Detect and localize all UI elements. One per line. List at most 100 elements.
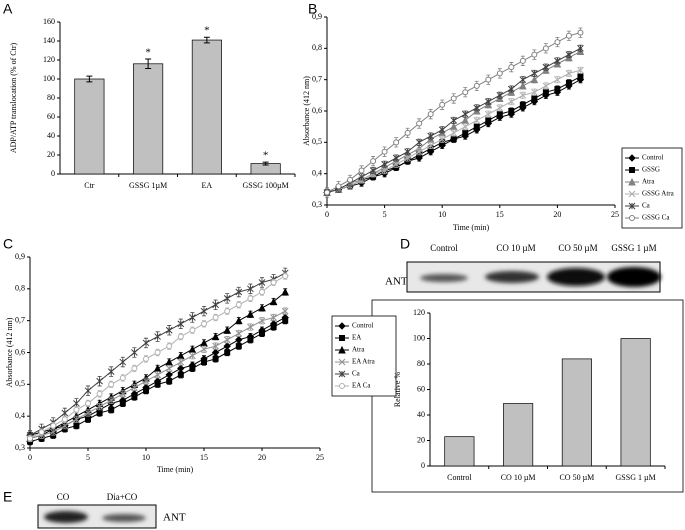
- marker: [27, 435, 33, 442]
- panel-letter: B: [308, 1, 317, 17]
- marker: [484, 110, 492, 118]
- marker: [628, 154, 636, 162]
- marker: [473, 117, 481, 124]
- marker: [427, 111, 434, 118]
- marker: [154, 349, 161, 356]
- x-tick-label: CO 10 µM: [501, 473, 536, 482]
- marker: [258, 317, 266, 325]
- panel-letter: A: [3, 1, 13, 17]
- marker: [131, 365, 138, 372]
- marker: [201, 320, 207, 327]
- marker: [212, 342, 219, 350]
- marker: [154, 381, 161, 388]
- marker: [131, 349, 138, 356]
- marker: [542, 82, 550, 90]
- marker: [49, 428, 57, 436]
- marker: [438, 135, 446, 143]
- marker: [234, 316, 243, 325]
- marker: [381, 148, 388, 155]
- y-tick-label: 40: [47, 131, 55, 140]
- y-tick-label: 0,5: [15, 379, 25, 388]
- marker: [439, 101, 446, 108]
- panel-letter: C: [3, 236, 13, 252]
- y-tick-label: 160: [43, 17, 55, 26]
- marker: [404, 154, 411, 162]
- marker: [461, 123, 469, 131]
- error-bar: [145, 58, 152, 70]
- marker: [519, 81, 527, 90]
- marker: [177, 371, 184, 378]
- marker: [107, 396, 115, 404]
- marker: [508, 64, 515, 71]
- marker: [462, 89, 469, 96]
- y-axis-label: Relative %: [393, 372, 402, 408]
- y-tick-label: 20: [47, 150, 55, 159]
- marker: [577, 29, 584, 36]
- marker: [235, 336, 243, 344]
- marker: [96, 409, 103, 416]
- legend-label: GSSG Atra: [642, 190, 675, 198]
- marker: [270, 324, 277, 331]
- bar: [133, 63, 164, 175]
- marker: [107, 368, 115, 375]
- marker: [177, 333, 184, 340]
- marker: [542, 63, 550, 71]
- marker: [370, 158, 377, 165]
- x-tick-label: Control: [447, 473, 472, 482]
- marker: [438, 126, 446, 134]
- lane-label: Control: [430, 243, 458, 253]
- marker: [154, 333, 161, 340]
- marker: [339, 335, 345, 341]
- marker: [450, 129, 458, 137]
- marker: [223, 342, 231, 350]
- marker: [519, 101, 526, 108]
- marker: [212, 314, 219, 321]
- marker: [200, 345, 208, 353]
- marker: [201, 359, 207, 366]
- marker: [119, 400, 126, 407]
- marker: [427, 132, 435, 140]
- marker: [247, 323, 254, 331]
- marker: [235, 330, 243, 337]
- marker: [450, 95, 457, 102]
- marker: [224, 308, 231, 315]
- marker: [96, 403, 103, 410]
- x-axis-label: Time (min): [453, 223, 490, 232]
- marker: [554, 86, 561, 93]
- marker: [165, 326, 173, 334]
- x-tick-label: 15: [200, 453, 208, 462]
- y-tick-label: 0,4: [312, 168, 322, 177]
- marker: [153, 364, 162, 372]
- blot-label: ANT: [163, 512, 186, 524]
- marker: [108, 406, 115, 413]
- marker: [177, 364, 185, 373]
- marker: [335, 183, 342, 190]
- marker: [247, 295, 254, 302]
- lane-label: CO 10 µM: [496, 243, 535, 253]
- marker: [427, 142, 435, 149]
- bar: [503, 403, 534, 467]
- significance-marker: *: [204, 25, 210, 37]
- marker: [131, 394, 138, 401]
- western-blot: [406, 261, 661, 293]
- marker: [96, 377, 103, 385]
- marker: [416, 120, 423, 127]
- marker: [96, 390, 103, 397]
- legend-label: Ca: [642, 202, 651, 210]
- line: [326, 32, 581, 193]
- y-tick-label: 0,5: [312, 137, 322, 146]
- y-tick-label: 100: [43, 74, 55, 83]
- marker: [554, 57, 561, 65]
- marker: [404, 148, 411, 156]
- y-tick-label: 120: [43, 55, 55, 64]
- x-tick-label: 0: [325, 210, 329, 219]
- marker: [200, 338, 208, 347]
- legend-label: EA Ca: [352, 382, 371, 390]
- marker: [154, 371, 161, 379]
- y-axis-label: Absorbance (412 nm): [302, 76, 311, 146]
- marker: [565, 32, 572, 39]
- marker: [519, 57, 526, 64]
- marker: [484, 98, 492, 105]
- marker: [119, 390, 127, 398]
- legend-label: Atra: [642, 178, 655, 186]
